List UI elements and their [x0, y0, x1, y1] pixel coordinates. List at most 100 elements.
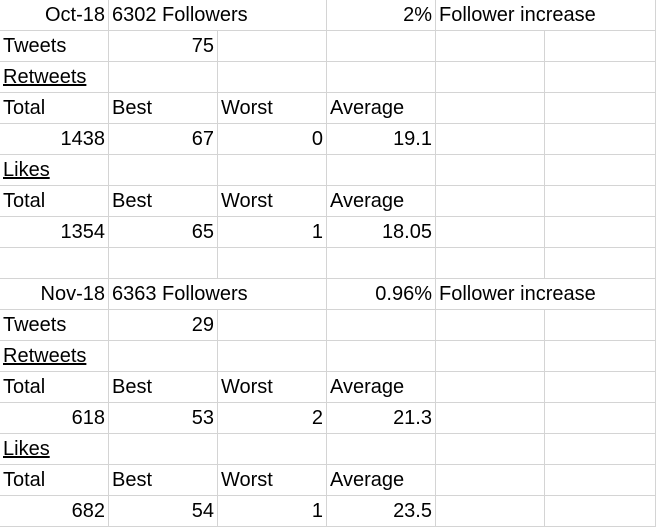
cell-r16-c6[interactable] — [545, 465, 656, 496]
cell-r3-c6[interactable] — [545, 62, 656, 93]
cell-r6-c5[interactable] — [436, 155, 545, 186]
cell-r10-c4[interactable]: 0.96% — [327, 279, 436, 310]
cell-r16-c5[interactable] — [436, 465, 545, 496]
cell-r6-c2[interactable] — [109, 155, 218, 186]
cell-r13-c5[interactable] — [436, 372, 545, 403]
cell-r13-c6[interactable] — [545, 372, 656, 403]
cell-r5-c5[interactable] — [436, 124, 545, 155]
cell-r9-c2[interactable] — [109, 248, 218, 279]
cell-r2-c2[interactable]: 75 — [109, 31, 218, 62]
cell-r13-c1[interactable]: Total — [0, 372, 109, 403]
cell-r13-c2[interactable]: Best — [109, 372, 218, 403]
cell-r7-c3[interactable]: Worst — [218, 186, 327, 217]
cell-r17-c1[interactable]: 682 — [0, 496, 109, 527]
cell-r14-c1[interactable]: 618 — [0, 403, 109, 434]
cell-r8-c3[interactable]: 1 — [218, 217, 327, 248]
cell-r4-c6[interactable] — [545, 93, 656, 124]
cell-r4-c5[interactable] — [436, 93, 545, 124]
cell-r1-c6[interactable] — [545, 0, 656, 31]
cell-r5-c4[interactable]: 19.1 — [327, 124, 436, 155]
cell-r2-c5[interactable] — [436, 31, 545, 62]
cell-r11-c1[interactable]: Tweets — [0, 310, 109, 341]
cell-r7-c2[interactable]: Best — [109, 186, 218, 217]
cell-r8-c6[interactable] — [545, 217, 656, 248]
cell-r17-c6[interactable] — [545, 496, 656, 527]
cell-r10-c1[interactable]: Nov-18 — [0, 279, 109, 310]
cell-r3-c2[interactable] — [109, 62, 218, 93]
cell-r10-c2[interactable]: 6363 Followers — [109, 279, 248, 310]
cell-r12-c5[interactable] — [436, 341, 545, 372]
cell-r9-c3[interactable] — [218, 248, 327, 279]
cell-r16-c4[interactable]: Average — [327, 465, 436, 496]
cell-r2-c6[interactable] — [545, 31, 656, 62]
cell-r4-c2[interactable]: Best — [109, 93, 218, 124]
cell-r9-c4[interactable] — [327, 248, 436, 279]
cell-r7-c1[interactable]: Total — [0, 186, 109, 217]
cell-r12-c4[interactable] — [327, 341, 436, 372]
cell-r2-c4[interactable] — [327, 31, 436, 62]
cell-r4-c4[interactable]: Average — [327, 93, 436, 124]
cell-r14-c6[interactable] — [545, 403, 656, 434]
cell-r5-c3[interactable]: 0 — [218, 124, 327, 155]
cell-r10-c6[interactable] — [545, 279, 656, 310]
cell-r8-c5[interactable] — [436, 217, 545, 248]
cell-r12-c6[interactable] — [545, 341, 656, 372]
cell-r3-c4[interactable] — [327, 62, 436, 93]
cell-r9-c1[interactable] — [0, 248, 109, 279]
cell-r15-c1[interactable]: Likes — [0, 434, 109, 465]
cell-r5-c6[interactable] — [545, 124, 656, 155]
cell-r1-c2[interactable]: 6302 Followers — [109, 0, 248, 31]
cell-r9-c6[interactable] — [545, 248, 656, 279]
cell-r4-c3[interactable]: Worst — [218, 93, 327, 124]
cell-r11-c2[interactable]: 29 — [109, 310, 218, 341]
cell-r5-c1[interactable]: 1438 — [0, 124, 109, 155]
cell-r10-c3[interactable] — [218, 279, 327, 310]
cell-r16-c3[interactable]: Worst — [218, 465, 327, 496]
cell-r17-c2[interactable]: 54 — [109, 496, 218, 527]
cell-r14-c5[interactable] — [436, 403, 545, 434]
cell-r1-c3[interactable] — [218, 0, 327, 31]
cell-r14-c4[interactable]: 21.3 — [327, 403, 436, 434]
cell-r11-c5[interactable] — [436, 310, 545, 341]
cell-r12-c3[interactable] — [218, 341, 327, 372]
cell-r9-c5[interactable] — [436, 248, 545, 279]
cell-r13-c3[interactable]: Worst — [218, 372, 327, 403]
cell-r17-c4[interactable]: 23.5 — [327, 496, 436, 527]
cell-r16-c1[interactable]: Total — [0, 465, 109, 496]
cell-r15-c4[interactable] — [327, 434, 436, 465]
cell-r6-c3[interactable] — [218, 155, 327, 186]
cell-r7-c6[interactable] — [545, 186, 656, 217]
cell-r11-c3[interactable] — [218, 310, 327, 341]
cell-r12-c1[interactable]: Retweets — [0, 341, 109, 372]
cell-r5-c2[interactable]: 67 — [109, 124, 218, 155]
cell-r15-c6[interactable] — [545, 434, 656, 465]
cell-r3-c1[interactable]: Retweets — [0, 62, 109, 93]
cell-r17-c3[interactable]: 1 — [218, 496, 327, 527]
cell-r8-c2[interactable]: 65 — [109, 217, 218, 248]
cell-r14-c2[interactable]: 53 — [109, 403, 218, 434]
cell-r10-c5[interactable]: Follower increase — [436, 279, 596, 310]
cell-r14-c3[interactable]: 2 — [218, 403, 327, 434]
cell-r6-c1[interactable]: Likes — [0, 155, 109, 186]
cell-r4-c1[interactable]: Total — [0, 93, 109, 124]
cell-r6-c4[interactable] — [327, 155, 436, 186]
cell-r3-c3[interactable] — [218, 62, 327, 93]
cell-r2-c1[interactable]: Tweets — [0, 31, 109, 62]
cell-r1-c4[interactable]: 2% — [327, 0, 436, 31]
cell-r15-c5[interactable] — [436, 434, 545, 465]
cell-r8-c4[interactable]: 18.05 — [327, 217, 436, 248]
cell-r1-c5[interactable]: Follower increase — [436, 0, 596, 31]
cell-r7-c4[interactable]: Average — [327, 186, 436, 217]
cell-r3-c5[interactable] — [436, 62, 545, 93]
cell-r8-c1[interactable]: 1354 — [0, 217, 109, 248]
cell-r11-c4[interactable] — [327, 310, 436, 341]
cell-r6-c6[interactable] — [545, 155, 656, 186]
cell-r17-c5[interactable] — [436, 496, 545, 527]
cell-r15-c3[interactable] — [218, 434, 327, 465]
cell-r1-c1[interactable]: Oct-18 — [0, 0, 109, 31]
cell-r2-c3[interactable] — [218, 31, 327, 62]
cell-r12-c2[interactable] — [109, 341, 218, 372]
cell-r16-c2[interactable]: Best — [109, 465, 218, 496]
cell-r11-c6[interactable] — [545, 310, 656, 341]
cell-r15-c2[interactable] — [109, 434, 218, 465]
